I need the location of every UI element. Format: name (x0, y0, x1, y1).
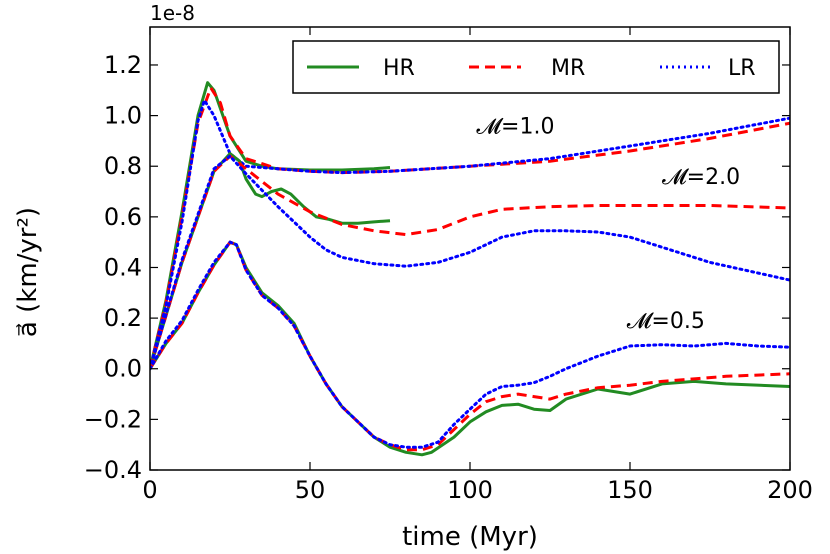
x-axis-label: time (Myr) (402, 522, 538, 552)
legend: HR MR LR (292, 40, 780, 94)
mach-annotation: 𝓜=2.0 (662, 165, 740, 190)
legend-label-hr: HR (383, 56, 415, 81)
y-tick-label: 1.0 (104, 102, 142, 130)
mach-annotation: 𝓜=0.5 (627, 309, 705, 334)
series-group (150, 81, 790, 457)
y-tick-label: 0.8 (104, 152, 142, 180)
legend-box (292, 40, 780, 94)
y-scale-label: 1e-8 (150, 1, 195, 25)
x-tick-label: 150 (607, 476, 653, 504)
y-tick-label: 0.0 (104, 355, 142, 383)
x-tick-label: 100 (447, 476, 493, 504)
series-line-lr-mach-0-5 (150, 240, 790, 449)
x-tick-label: 200 (767, 476, 813, 504)
y-tick-label: 0.2 (104, 304, 142, 332)
legend-label-mr: MR (551, 56, 585, 81)
series-line-lr-mach-1-0 (150, 98, 790, 371)
y-tick-label: −0.2 (84, 405, 142, 433)
series-line-lr-mach-2-0 (150, 154, 790, 371)
y-tick-label: 0.4 (104, 253, 142, 281)
x-tick-label: 0 (142, 476, 157, 504)
y-tick-label: 0.6 (104, 203, 142, 231)
y-tick-label: 1.2 (104, 51, 142, 79)
series-line-hr-mach-0-5 (150, 240, 790, 457)
plot-layer (150, 81, 790, 457)
y-axis-label: a⃗ (km/yr²) (13, 207, 43, 337)
y-tick-label: −0.4 (84, 456, 142, 484)
series-line-mr-mach-0-5 (150, 240, 790, 452)
x-tick-label: 50 (295, 476, 326, 504)
mach-annotation: 𝓜=1.0 (476, 114, 554, 139)
legend-label-lr: LR (728, 56, 756, 81)
axes-layer: 0 50 100 150 200 −0.4 −0.2 0.0 0.2 0.4 0.6 0.8 1.0 1.… (84, 26, 813, 504)
